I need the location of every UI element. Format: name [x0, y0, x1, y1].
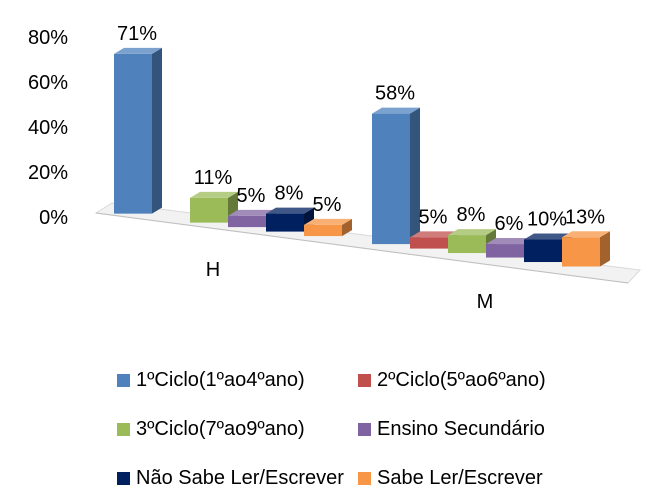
legend-label: Ensino Secundário: [377, 418, 545, 440]
legend-swatch: [117, 423, 130, 436]
data-labels: 71%11%5% 8%5%58%5% 8% 6% 10%13%: [117, 23, 605, 235]
x-axis-line: [95, 212, 629, 284]
y-tick-label: 80%: [28, 27, 68, 49]
y-tick-label: 20%: [28, 162, 68, 184]
bar-h-series-1: [114, 47, 162, 214]
y-tick-label: 0%: [39, 207, 68, 229]
y-tick-label: 60%: [28, 72, 68, 94]
legend-swatch: [358, 472, 371, 485]
y-axis: 0% 20% 40% 60% 80%: [28, 27, 68, 229]
y-tick-label: 40%: [28, 117, 68, 139]
data-label: 13%: [565, 206, 605, 228]
category-label-m: M: [477, 291, 494, 313]
data-label: 58%: [375, 83, 415, 105]
data-label: 8%: [275, 183, 304, 205]
data-label: 11%: [194, 167, 233, 189]
bar-h-series-3: [190, 191, 238, 223]
data-label: 10%: [527, 209, 567, 231]
x-axis: HM: [206, 259, 494, 313]
legend-swatch: [358, 374, 371, 387]
bar-h-series-6: [304, 218, 352, 237]
data-label: 5%: [237, 185, 266, 207]
legend-item: Não Sabe Ler/Escrever: [117, 467, 344, 490]
category-label-h: H: [206, 259, 220, 281]
legend-item: Ensino Secundário: [358, 418, 545, 441]
legend-item: Sabe Ler/Escrever: [358, 467, 543, 490]
data-label: 8%: [457, 204, 486, 226]
legend-label: Sabe Ler/Escrever: [377, 467, 543, 489]
legend-label: 2ºCiclo(5ºao6ºano): [377, 369, 546, 391]
data-label: 5%: [313, 194, 342, 216]
legend-swatch: [358, 423, 371, 436]
legend-label: 3ºCiclo(7ºao9ºano): [136, 418, 305, 440]
legend-label: 1ºCiclo(1ºao4ºano): [136, 369, 305, 391]
data-label: 6%: [495, 213, 524, 235]
legend-label: Não Sabe Ler/Escrever: [136, 467, 344, 489]
bar-m-series-6: [562, 231, 610, 267]
bar-m-series-1: [372, 107, 420, 245]
data-label: 71%: [117, 23, 157, 45]
legend-item: 1ºCiclo(1ºao4ºano): [117, 369, 305, 392]
legend-swatch: [117, 374, 130, 387]
legend-swatch: [117, 472, 130, 485]
legend-item: 3ºCiclo(7ºao9ºano): [117, 418, 305, 441]
data-label: 5%: [419, 206, 448, 228]
bars: [114, 47, 610, 267]
legend-item: 2ºCiclo(5ºao6ºano): [358, 369, 546, 392]
